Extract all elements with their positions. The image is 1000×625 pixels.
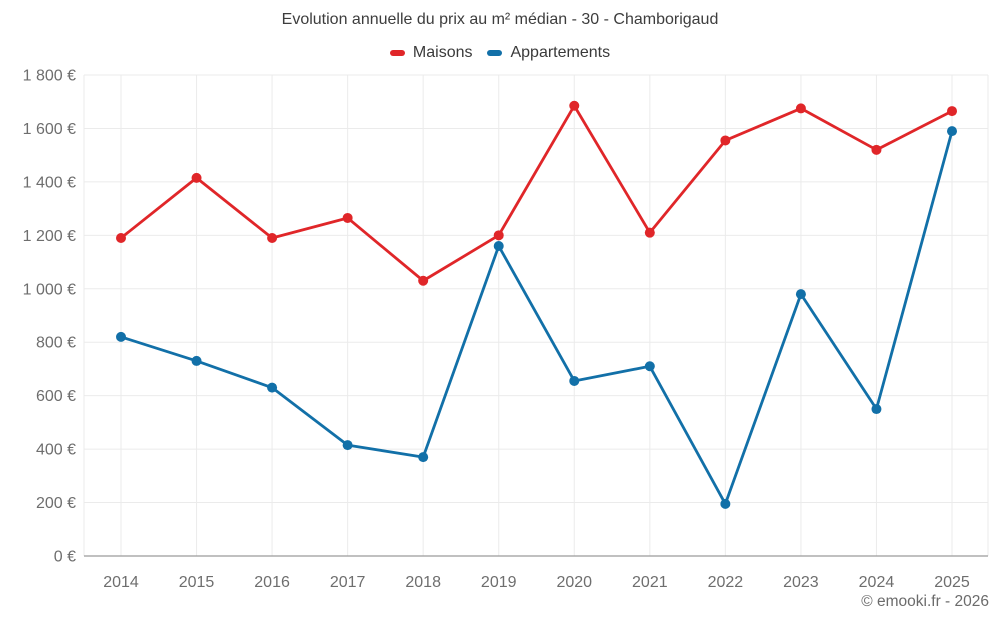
y-axis-tick-label: 1 600 €: [23, 121, 76, 138]
data-point-appartements-2018[interactable]: [418, 452, 429, 463]
data-point-appartements-2025[interactable]: [947, 126, 957, 137]
data-point-appartements-2017[interactable]: [342, 440, 353, 451]
data-point-appartements-2014[interactable]: [116, 331, 126, 342]
x-axis-tick-label: 2018: [405, 574, 441, 591]
copyright-text: © emooki.fr - 2026: [861, 593, 989, 610]
data-point-maisons-2020[interactable]: [569, 100, 580, 111]
y-axis-tick-label: 200 €: [36, 495, 76, 512]
legend-item-appartements[interactable]: Appartements: [487, 44, 610, 62]
y-axis-tick-label: 400 €: [36, 442, 76, 459]
x-axis-tick-label: 2020: [556, 574, 592, 591]
data-point-appartements-2022[interactable]: [720, 498, 731, 509]
data-point-appartements-2015[interactable]: [191, 355, 202, 366]
data-point-maisons-2024[interactable]: [871, 144, 882, 155]
data-point-maisons-2019[interactable]: [493, 230, 504, 241]
series-line-maisons: [119, 104, 954, 283]
y-axis-tick-label: 1 400 €: [23, 174, 76, 191]
x-axis-tick-label: 2021: [632, 574, 668, 591]
data-point-maisons-2021[interactable]: [644, 227, 655, 238]
x-axis-tick-label: 2025: [934, 574, 970, 591]
data-point-maisons-2014[interactable]: [116, 233, 126, 244]
data-point-maisons-2015[interactable]: [191, 172, 202, 183]
data-point-appartements-2019[interactable]: [493, 241, 504, 252]
chart-title: Evolution annuelle du prix au m² médian …: [281, 11, 719, 28]
data-point-maisons-2017[interactable]: [342, 212, 353, 223]
data-point-maisons-2018[interactable]: [418, 275, 429, 286]
data-point-maisons-2016[interactable]: [267, 233, 278, 244]
x-axis-tick-label: 2023: [783, 574, 819, 591]
data-point-appartements-2024[interactable]: [871, 404, 882, 415]
data-point-appartements-2016[interactable]: [267, 382, 278, 393]
y-axis-tick-label: 1 800 €: [23, 68, 76, 85]
data-point-maisons-2023[interactable]: [795, 103, 806, 114]
data-point-appartements-2020[interactable]: [569, 375, 580, 386]
x-axis-tick-label: 2019: [481, 574, 517, 591]
legend-swatch-maisons: [389, 50, 405, 56]
x-axis-tick-label: 2022: [708, 574, 744, 591]
legend-swatch-appartements: [487, 50, 503, 56]
legend: Maisons Appartements: [0, 44, 1000, 62]
x-axis-tick-label: 2015: [179, 574, 215, 591]
y-axis-tick-label: 1 200 €: [23, 228, 76, 245]
data-point-appartements-2021[interactable]: [644, 361, 655, 372]
x-axis-tick-label: 2014: [103, 574, 139, 591]
data-point-maisons-2022[interactable]: [720, 135, 731, 146]
x-axis-tick-label: 2016: [254, 574, 290, 591]
series-line-appartements: [119, 129, 954, 506]
data-point-maisons-2025[interactable]: [947, 106, 957, 117]
y-axis-tick-label: 0 €: [54, 549, 76, 566]
legend-item-maisons[interactable]: Maisons: [389, 44, 473, 62]
legend-label-maisons: Maisons: [412, 44, 473, 61]
legend-label-appartements: Appartements: [510, 44, 611, 61]
y-axis-tick-label: 600 €: [36, 388, 76, 405]
y-axis-tick-label: 800 €: [36, 335, 76, 352]
x-axis-tick-label: 2024: [859, 574, 895, 591]
y-axis-tick-label: 1 000 €: [23, 281, 76, 298]
x-axis-tick-label: 2017: [330, 574, 366, 591]
data-point-appartements-2023[interactable]: [795, 289, 806, 300]
